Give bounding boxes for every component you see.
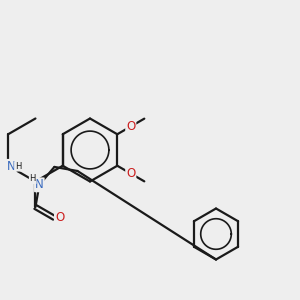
Text: O: O	[55, 211, 64, 224]
Text: H: H	[15, 162, 21, 171]
Text: N: N	[7, 160, 16, 173]
Text: O: O	[126, 120, 135, 133]
Text: O: O	[126, 167, 135, 180]
Text: N: N	[35, 178, 44, 191]
Text: H: H	[30, 174, 36, 183]
